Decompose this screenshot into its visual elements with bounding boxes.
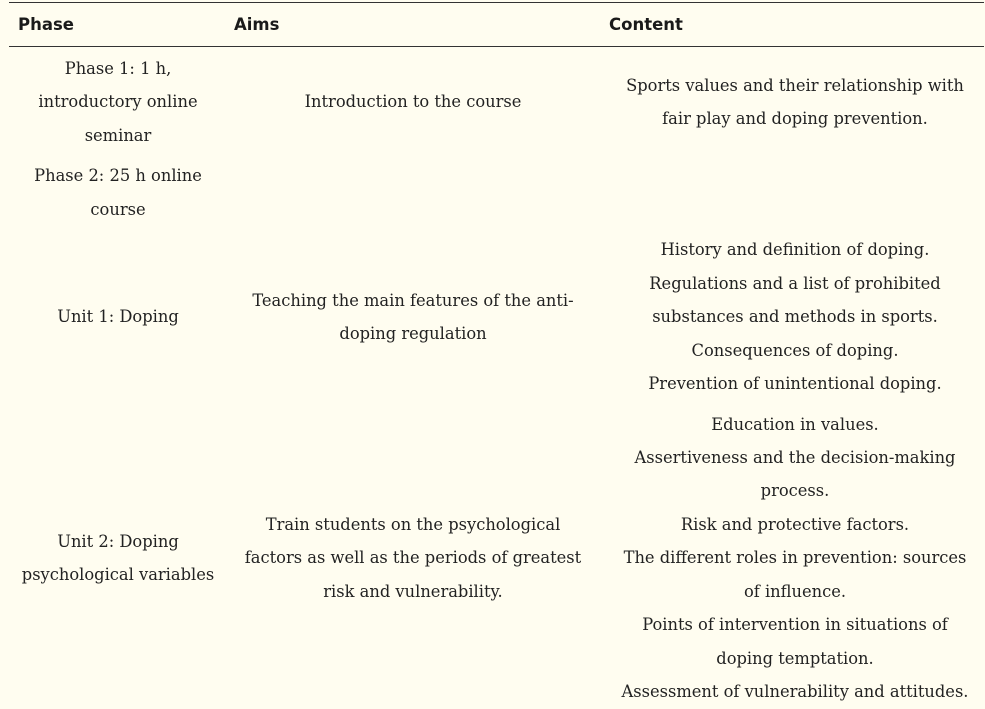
cell-line: Education in values. [711, 414, 879, 434]
table-row: Unit 2: Doping psychological variables T… [9, 407, 984, 709]
table-row: Phase 1: 1 h, introductory online semina… [9, 52, 984, 152]
cell-phase: Unit 1: Doping [9, 233, 227, 401]
cell-line: Unit 2: Doping [57, 531, 179, 551]
cell-line: psychological variables [21, 565, 215, 584]
cell-line: seminar [84, 125, 152, 145]
table-row: Phase 2: 25 h online course [9, 159, 984, 226]
cell-line: of influence. [743, 581, 847, 601]
cell-line: process. [760, 481, 830, 501]
cell-line: Train students on the psychological [265, 514, 561, 534]
cell-line: Phase 2: 25 h online [34, 166, 202, 186]
cell-line: substances and methods in sports. [652, 307, 938, 327]
cell-line: fair play and doping prevention. [662, 109, 928, 128]
table-row: Unit 1: Doping Teaching the main feature… [9, 233, 984, 401]
cell-aims: Introduction to the course [234, 52, 592, 152]
cell-line: Consequences of doping. [691, 340, 899, 360]
cell-line: factors as well as the periods of greate… [244, 548, 582, 568]
cell-line: History and definition of doping. [660, 240, 930, 260]
cell-line: Points of intervention in situations of [642, 615, 948, 635]
cell-line: Introduction to the course [304, 92, 522, 112]
header-aims: Aims [234, 15, 280, 34]
cell-line: The different roles in prevention: sourc… [623, 548, 967, 568]
cell-line: doping regulation [339, 324, 487, 343]
cell-line: Teaching the main features of the anti- [252, 290, 574, 310]
cell-line: Unit 1: Doping [57, 307, 179, 327]
cell-line: Sports values and their relationship wit… [626, 75, 964, 95]
cell-phase: Unit 2: Doping psychological variables [9, 407, 227, 709]
cell-line: introductory online [38, 92, 198, 112]
cell-line: risk and vulnerability. [323, 581, 503, 601]
cell-line: Phase 1: 1 h, [64, 58, 172, 78]
cell-line: Risk and protective factors. [680, 514, 910, 534]
cell-phase: Phase 1: 1 h, introductory online semina… [9, 52, 227, 152]
cell-line: Assertiveness and the decision-making [634, 448, 956, 468]
cell-phase: Phase 2: 25 h online course [9, 159, 227, 226]
cell-line: Regulations and a list of prohibited [649, 273, 941, 293]
table-header-row: Phase Aims Content [9, 2, 984, 47]
cell-aims: Teaching the main features of the anti- … [234, 233, 592, 401]
cell-line: doping temptation. [716, 648, 874, 668]
phases-table: Phase Aims Content Phase 1: 1 h, introdu… [9, 2, 984, 701]
cell-line: Prevention of unintentional doping. [648, 374, 942, 394]
cell-content: Education in values. Assertiveness and t… [609, 407, 981, 709]
cell-content: History and definition of doping. Regula… [609, 233, 981, 401]
cell-line: Assessment of vulnerability and attitude… [621, 681, 969, 701]
cell-content: Sports values and their relationship wit… [609, 52, 981, 152]
cell-line: course [90, 199, 146, 219]
header-phase: Phase [18, 15, 74, 34]
header-content: Content [609, 15, 683, 34]
cell-aims: Train students on the psychological fact… [234, 407, 592, 709]
